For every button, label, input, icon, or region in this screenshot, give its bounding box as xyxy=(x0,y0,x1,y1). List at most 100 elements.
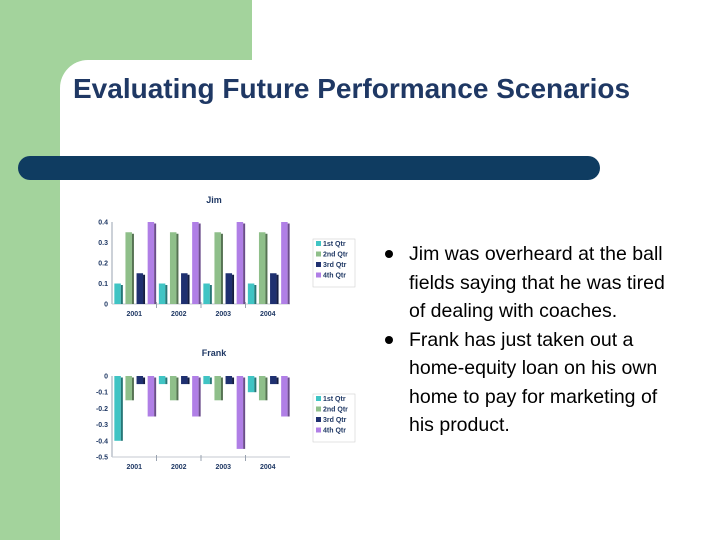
bar xyxy=(214,232,221,304)
legend-label: 4th Qtr xyxy=(323,273,346,280)
legend-label: 4th Qtr xyxy=(323,428,346,435)
bar xyxy=(125,376,132,401)
bar xyxy=(203,376,210,385)
bar xyxy=(136,273,144,304)
bar-side xyxy=(220,233,223,304)
bar-side xyxy=(120,285,123,304)
bar xyxy=(236,376,244,449)
y-tick-label: 0.3 xyxy=(98,240,108,247)
y-tick-label: -0.1 xyxy=(96,390,108,397)
bar-side xyxy=(165,377,168,385)
legend-label: 3rd Qtr xyxy=(323,417,347,424)
bar-side xyxy=(198,223,201,304)
y-tick-label: -0.3 xyxy=(96,422,108,429)
bar xyxy=(147,376,155,417)
legend-label: 1st Qtr xyxy=(323,241,346,248)
bar-side xyxy=(209,285,212,304)
bar xyxy=(158,283,166,304)
bar xyxy=(158,376,166,385)
bullet-list: Jim was overheard at the ball fields say… xyxy=(385,240,685,440)
bar-side xyxy=(120,377,123,441)
bar-side xyxy=(254,285,257,304)
legend-label: 2nd Qtr xyxy=(323,407,348,414)
bar xyxy=(236,222,244,304)
slide-title: Evaluating Future Performance Scenarios xyxy=(73,73,631,104)
bar xyxy=(114,376,121,441)
bar xyxy=(281,222,288,304)
x-tick-label: 2001 xyxy=(126,464,142,471)
bar-side xyxy=(265,377,268,401)
bar xyxy=(114,283,121,304)
bar-side xyxy=(276,377,279,385)
bar xyxy=(125,232,132,304)
y-tick-label: -0.2 xyxy=(96,406,108,413)
bar-side xyxy=(131,233,134,304)
legend-swatch xyxy=(316,241,321,246)
x-tick-label: 2003 xyxy=(215,464,231,471)
bar-side xyxy=(131,377,134,401)
bar xyxy=(247,376,255,393)
y-tick-label: 0.2 xyxy=(98,261,108,268)
x-tick-label: 2004 xyxy=(260,464,276,471)
bar xyxy=(225,273,233,304)
y-tick-label: -0.5 xyxy=(96,455,108,462)
bar-side xyxy=(243,223,246,304)
bullet-item: Frank has just taken out a home-equity l… xyxy=(385,326,685,440)
bar-side xyxy=(232,274,235,304)
bar-side xyxy=(265,233,268,304)
bullet-dot-icon xyxy=(385,335,393,344)
y-tick-label: -0.4 xyxy=(96,438,108,445)
y-tick-label: 0 xyxy=(104,374,108,381)
bar xyxy=(281,376,288,417)
bar-side xyxy=(176,377,179,401)
y-tick-label: 0 xyxy=(104,302,108,309)
bar-side xyxy=(165,285,168,304)
bar-side xyxy=(243,377,246,449)
bar-side xyxy=(187,274,190,304)
chart-jim: Jim 0 0.1 0.2 0.3 0.4 2001 2002 2003 2004 1st Qtr 2… xyxy=(98,195,356,318)
legend-swatch xyxy=(316,251,321,257)
legend-swatch xyxy=(316,427,321,433)
bar xyxy=(270,273,277,304)
bar xyxy=(192,222,199,304)
chart-title: Frank xyxy=(202,348,228,358)
bar xyxy=(258,376,266,401)
bar xyxy=(258,232,266,304)
legend-label: 1st Qtr xyxy=(323,396,346,403)
bar-side xyxy=(287,377,290,417)
y-tick-label: 0.1 xyxy=(98,281,108,288)
x-tick-label: 2002 xyxy=(171,311,187,318)
legend-swatch xyxy=(316,262,321,267)
chart-title: Jim xyxy=(206,195,222,205)
legend-swatch xyxy=(316,406,321,412)
bar xyxy=(214,376,221,401)
bar xyxy=(136,376,144,385)
bar-side xyxy=(176,233,179,304)
bar-side xyxy=(143,377,146,385)
bar-side xyxy=(254,377,257,393)
x-tick-label: 2004 xyxy=(260,311,276,318)
bar-side xyxy=(232,377,235,385)
bar xyxy=(203,283,210,304)
bar-side xyxy=(143,274,146,304)
chart-frank: Frank 0 -0.1 -0.2 -0.3 -0.4 -0.5 2001 2002 2003 20… xyxy=(96,348,356,471)
bar-side xyxy=(276,274,279,304)
bar-side xyxy=(187,377,190,385)
bullet-text: Frank has just taken out a home-equity l… xyxy=(409,328,658,437)
bar xyxy=(181,273,188,304)
bar-side xyxy=(220,377,223,401)
legend-swatch xyxy=(316,417,321,422)
bar-side xyxy=(287,223,290,304)
bar xyxy=(270,376,277,385)
legend: 1st Qtr 2nd Qtr 3rd Qtr 4th Qtr xyxy=(312,393,356,443)
legend-swatch xyxy=(316,396,321,401)
title-divider xyxy=(18,156,600,180)
bullet-dot-icon xyxy=(385,250,393,258)
bar xyxy=(147,222,155,304)
bar-side xyxy=(198,377,201,417)
bar xyxy=(247,283,255,304)
bar xyxy=(169,376,177,401)
bar-side xyxy=(209,377,212,385)
x-tick-label: 2002 xyxy=(171,464,187,471)
